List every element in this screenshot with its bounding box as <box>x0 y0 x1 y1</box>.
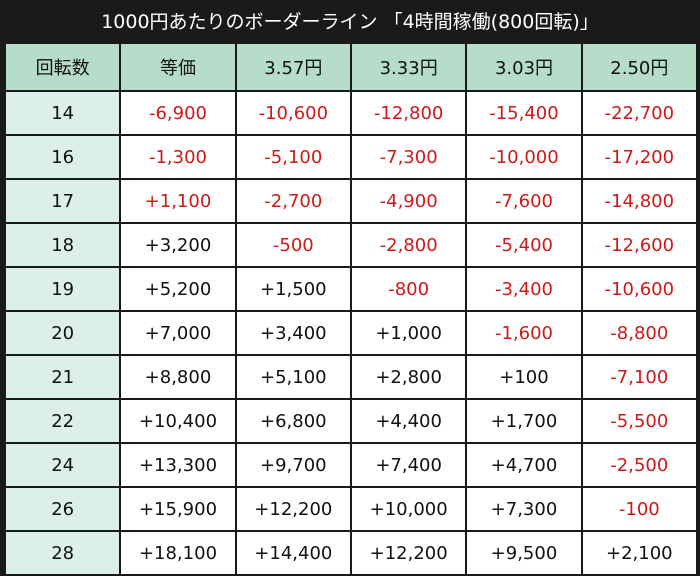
balance-cell: +9,700 <box>234 442 352 488</box>
balance-cell: +1,700 <box>465 398 583 444</box>
table-row: 20 +7,000 +3,400 +1,000 -1,600 -8,800 <box>3 310 699 356</box>
balance-cell: -6,900 <box>119 90 237 136</box>
balance-cell: -5,100 <box>234 134 352 180</box>
table-row: 19 +5,200 +1,500 -800 -3,400 -10,600 <box>3 266 699 312</box>
balance-cell: +10,400 <box>119 398 237 444</box>
balance-cell: -2,800 <box>349 222 468 268</box>
balance-cell: -800 <box>349 266 468 312</box>
balance-cell: -12,600 <box>580 222 699 268</box>
balance-cell: +1,000 <box>349 310 468 356</box>
table-row: 16 -1,300 -5,100 -7,300 -10,000 -17,200 <box>3 134 699 180</box>
header-row: 回転数 等価 3.57円 3.33円 3.03円 2.50円 <box>3 42 699 92</box>
balance-cell: +7,400 <box>349 442 468 488</box>
border-line-table-graphic: 1000円あたりのボーダーライン 「4時間稼働(800回転)」 回転数 等価 3.5… <box>3 11 699 576</box>
rotation-count-cell: 24 <box>3 442 122 488</box>
balance-cell: -14,800 <box>580 178 699 224</box>
header-rate-5: 2.50円 <box>580 42 699 92</box>
rotation-count-cell: 16 <box>3 134 122 180</box>
table-row: 22 +10,400 +6,800 +4,400 +1,700 -5,500 <box>3 398 699 444</box>
header-rate-2: 3.57円 <box>234 42 352 92</box>
header-rotations: 回転数 <box>3 42 122 92</box>
table-row: 21 +8,800 +5,100 +2,800 +100 -7,100 <box>3 354 699 400</box>
balance-cell: -10,600 <box>580 266 699 312</box>
balance-cell: +4,400 <box>349 398 468 444</box>
balance-cell: +8,800 <box>119 354 237 400</box>
balance-cell: +2,800 <box>349 354 468 400</box>
balance-cell: -17,200 <box>580 134 699 180</box>
balance-cell: -15,400 <box>465 90 583 136</box>
balance-cell: +100 <box>465 354 583 400</box>
balance-cell: +7,300 <box>465 486 583 532</box>
balance-cell: -2,700 <box>234 178 352 224</box>
balance-cell: -5,400 <box>465 222 583 268</box>
balance-cell: -1,600 <box>465 310 583 356</box>
balance-cell: -10,600 <box>234 90 352 136</box>
balance-cell: +15,900 <box>119 486 237 532</box>
table-title: 1000円あたりのボーダーライン 「4時間稼働(800回転)」 <box>101 11 599 33</box>
header-rate-4: 3.03円 <box>465 42 583 92</box>
rotation-count-cell: 22 <box>3 398 122 444</box>
rotation-count-cell: 17 <box>3 178 122 224</box>
balance-cell: +7,000 <box>119 310 237 356</box>
rotation-count-cell: 28 <box>3 530 122 576</box>
table-row: 14 -6,900 -10,600 -12,800 -15,400 -22,700 <box>3 90 699 136</box>
table-row: 24 +13,300 +9,700 +7,400 +4,700 -2,500 <box>3 442 699 488</box>
balance-cell: -8,800 <box>580 310 699 356</box>
balance-cell: +13,300 <box>119 442 237 488</box>
balance-cell: -12,800 <box>349 90 468 136</box>
balance-cell: +3,200 <box>119 222 237 268</box>
balance-cell: +9,500 <box>465 530 583 576</box>
balance-cell: +12,200 <box>234 486 352 532</box>
balance-cell: +2,100 <box>580 530 699 576</box>
balance-cell: -1,300 <box>119 134 237 180</box>
balance-cell: +5,200 <box>119 266 237 312</box>
balance-cell: -3,400 <box>465 266 583 312</box>
balance-cell: -7,100 <box>580 354 699 400</box>
balance-cell: -7,300 <box>349 134 468 180</box>
balance-cell: +1,500 <box>234 266 352 312</box>
balance-cell: -100 <box>580 486 699 532</box>
balance-cell: +14,400 <box>234 530 352 576</box>
balance-cell: +12,200 <box>349 530 468 576</box>
header-rate-3: 3.33円 <box>349 42 468 92</box>
balance-cell: +4,700 <box>465 442 583 488</box>
balance-cell: +1,100 <box>119 178 237 224</box>
border-line-table: 回転数 等価 3.57円 3.33円 3.03円 2.50円 14 -6,900 -10,60… <box>3 42 699 576</box>
balance-cell: +6,800 <box>234 398 352 444</box>
table-row: 18 +3,200 -500 -2,800 -5,400 -12,600 <box>3 222 699 268</box>
balance-cell: +18,100 <box>119 530 237 576</box>
table-row: 26 +15,900 +12,200 +10,000 +7,300 -100 <box>3 486 699 532</box>
table-row: 28 +18,100 +14,400 +12,200 +9,500 +2,100 <box>3 530 699 576</box>
balance-cell: +3,400 <box>234 310 352 356</box>
balance-cell: -500 <box>234 222 352 268</box>
header-rate-1: 等価 <box>119 42 237 92</box>
table-body: 14 -6,900 -10,600 -12,800 -15,400 -22,700 16 -1… <box>3 90 699 576</box>
rotation-count-cell: 21 <box>3 354 122 400</box>
balance-cell: -4,900 <box>349 178 468 224</box>
balance-cell: -2,500 <box>580 442 699 488</box>
rotation-count-cell: 26 <box>3 486 122 532</box>
rotation-count-cell: 19 <box>3 266 122 312</box>
balance-cell: -22,700 <box>580 90 699 136</box>
rotation-count-cell: 18 <box>3 222 122 268</box>
rotation-count-cell: 20 <box>3 310 122 356</box>
balance-cell: -7,600 <box>465 178 583 224</box>
table-row: 17 +1,100 -2,700 -4,900 -7,600 -14,800 <box>3 178 699 224</box>
rotation-count-cell: 14 <box>3 90 122 136</box>
balance-cell: +5,100 <box>234 354 352 400</box>
balance-cell: -5,500 <box>580 398 699 444</box>
balance-cell: -10,000 <box>465 134 583 180</box>
balance-cell: +10,000 <box>349 486 468 532</box>
